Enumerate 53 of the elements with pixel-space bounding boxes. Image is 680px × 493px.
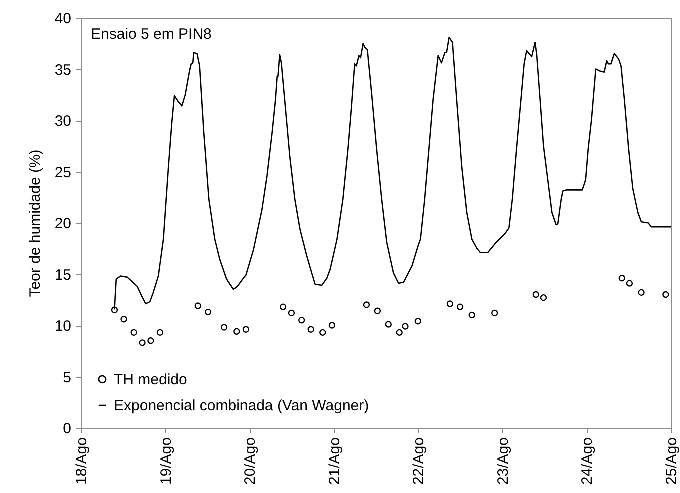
y-axis-title: Teor de humidade (%)	[26, 150, 44, 298]
y-tick-label: 25	[54, 164, 72, 182]
x-tick-label: 18/Ago	[74, 438, 90, 486]
point	[130, 329, 138, 336]
point	[363, 302, 370, 308]
x-tick-label: 20/Ago	[242, 438, 260, 486]
point	[638, 289, 645, 296]
point	[414, 318, 422, 325]
y-tick-label: 5	[63, 369, 72, 386]
x-tick-label: 19/Ago	[158, 438, 175, 486]
x-tick-label: 22/Ago	[410, 438, 428, 486]
text: Ensaio 5 em PIN8	[91, 26, 212, 43]
point	[194, 302, 202, 310]
point	[308, 326, 314, 333]
point	[220, 324, 228, 331]
point	[148, 338, 154, 344]
x-tick-label: 25/Ago	[664, 438, 680, 486]
point	[492, 310, 498, 317]
y-tick-label: 40	[54, 10, 72, 28]
point	[320, 329, 326, 336]
point	[468, 312, 476, 319]
legend-label: TH medido	[114, 372, 188, 388]
point	[396, 329, 403, 336]
point	[532, 291, 540, 298]
point	[298, 317, 306, 324]
point	[385, 321, 392, 328]
point	[540, 294, 548, 302]
legend-label: Exponencial combinada (Van Wagner)	[114, 398, 370, 414]
point	[662, 291, 670, 298]
point	[328, 322, 336, 329]
x-tick-label: 23/Ago	[494, 438, 512, 486]
point	[618, 275, 626, 282]
y-tick-label: 35	[54, 62, 72, 79]
point	[242, 326, 250, 333]
point	[626, 280, 634, 287]
point	[139, 340, 146, 346]
point	[280, 304, 287, 310]
y-tick-label: 15	[54, 266, 72, 284]
y-tick-label: 10	[54, 318, 72, 335]
point	[120, 316, 128, 323]
point	[374, 308, 382, 314]
point	[402, 323, 409, 330]
point	[234, 328, 240, 335]
point	[446, 300, 454, 308]
y-tick-label: 20	[54, 216, 72, 232]
x-tick-label: 21/Ago	[326, 438, 344, 486]
point	[456, 304, 464, 310]
point	[204, 308, 212, 316]
x-tick-label: 24/Ago	[579, 438, 596, 486]
point	[156, 329, 164, 336]
y-tick-label: 0	[63, 420, 72, 438]
point	[288, 310, 296, 317]
y-tick-label: 30	[54, 113, 72, 130]
